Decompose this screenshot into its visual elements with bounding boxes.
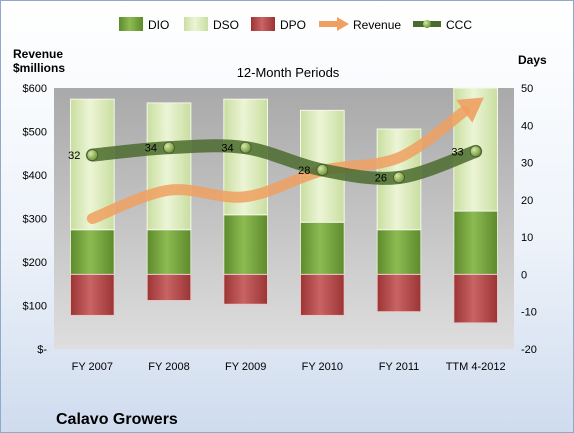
left-tick-label: $100: [23, 301, 47, 313]
ccc-point: [239, 141, 252, 154]
legend-label-ccc: CCC: [446, 18, 472, 32]
x-tick-label: FY 2007: [72, 361, 113, 373]
legend-swatch-dio: [119, 17, 143, 31]
ccc-series: 32 34 34 28 26 33: [68, 139, 483, 185]
right-tick-label: 40: [521, 120, 533, 132]
left-tick-label: $200: [23, 257, 47, 269]
bar-dpo: [223, 273, 269, 305]
ccc-data-label: 34: [145, 143, 157, 155]
right-tick-label: 50: [521, 83, 533, 95]
ccc-point: [163, 141, 175, 154]
bar-dso: [146, 102, 192, 231]
ccc-data-label: 34: [221, 143, 233, 155]
legend-label-dpo: DPO: [280, 18, 306, 32]
revenue-series: [86, 97, 484, 224]
x-tick-label: FY 2009: [225, 361, 266, 373]
bar-dpo: [146, 273, 192, 302]
left-axis-title-line2: $millions: [13, 61, 65, 75]
ccc-data-label: 28: [298, 165, 310, 177]
legend-label-revenue: Revenue: [353, 18, 401, 32]
right-tick-label: 0: [521, 269, 527, 281]
bar-dpo: [299, 273, 345, 316]
legend-swatch-dso: [184, 17, 208, 31]
x-axis-labels: FY 2007 FY 2008 FY 2009 FY 2010 FY 2011 TTM 4…: [72, 361, 506, 373]
legend-swatch-dpo: [251, 17, 275, 31]
revenue-arrowhead: [456, 97, 484, 123]
legend-item-dpo: DPO: [251, 17, 306, 32]
bar-dio: [299, 221, 345, 275]
bar-dpo: [376, 273, 422, 313]
revenue-line: [86, 105, 470, 224]
right-tick-label: 10: [521, 232, 533, 244]
legend-dot-ccc: [423, 20, 431, 28]
left-axis-ticks: $- $100 $200 $300 $400 $500 $600: [23, 83, 48, 356]
ccc-point: [469, 145, 482, 158]
legend-item-dio: DIO: [119, 17, 169, 32]
bar-dio: [223, 214, 269, 275]
bar-dpo: [69, 273, 115, 316]
legend-arrow-revenue: [337, 17, 349, 31]
legend: DIO DSO DPO Revenue CCC: [119, 17, 472, 32]
legend-item-dso: DSO: [184, 17, 239, 32]
ccc-point: [316, 164, 329, 176]
right-axis-ticks: -20 -10 0 10 20 30 40 50: [521, 83, 537, 356]
ccc-data-label: 32: [68, 150, 80, 162]
ccc-point: [393, 171, 405, 184]
x-tick-label: FY 2008: [148, 361, 189, 373]
legend-item-revenue: Revenue: [319, 17, 401, 32]
bar-dio: [376, 229, 422, 275]
left-axis-title-line1: Revenue: [13, 47, 63, 61]
right-axis-title: Days: [518, 53, 547, 67]
left-tick-label: $600: [23, 83, 47, 95]
right-tick-label: 20: [521, 195, 533, 207]
legend-label-dso: DSO: [213, 18, 239, 32]
ccc-data-label: 33: [451, 146, 463, 158]
ccc-line: [85, 139, 483, 185]
left-tick-label: $500: [23, 127, 47, 139]
right-tick-label: -20: [521, 344, 537, 356]
ccc-point: [86, 149, 99, 162]
left-tick-label: $300: [23, 214, 47, 226]
right-tick-label: -10: [521, 307, 537, 319]
left-tick-label: $400: [23, 170, 47, 182]
right-tick-label: 30: [521, 158, 533, 170]
bar-dio: [453, 210, 499, 275]
chart-title: 12-Month Periods: [237, 65, 340, 80]
legend-item-ccc: CCC: [413, 18, 472, 32]
bar-dio: [146, 229, 192, 275]
x-tick-label: TTM 4-2012: [446, 361, 506, 373]
company-name: Calavo Growers: [56, 411, 178, 428]
x-tick-label: FY 2010: [302, 361, 343, 373]
x-tick-label: FY 2011: [379, 361, 420, 373]
left-tick-label: $-: [37, 344, 47, 356]
bar-dpo: [453, 273, 499, 324]
legend-label-dio: DIO: [148, 18, 169, 32]
ccc-data-label: 26: [375, 172, 387, 184]
bar-dio: [69, 229, 115, 275]
